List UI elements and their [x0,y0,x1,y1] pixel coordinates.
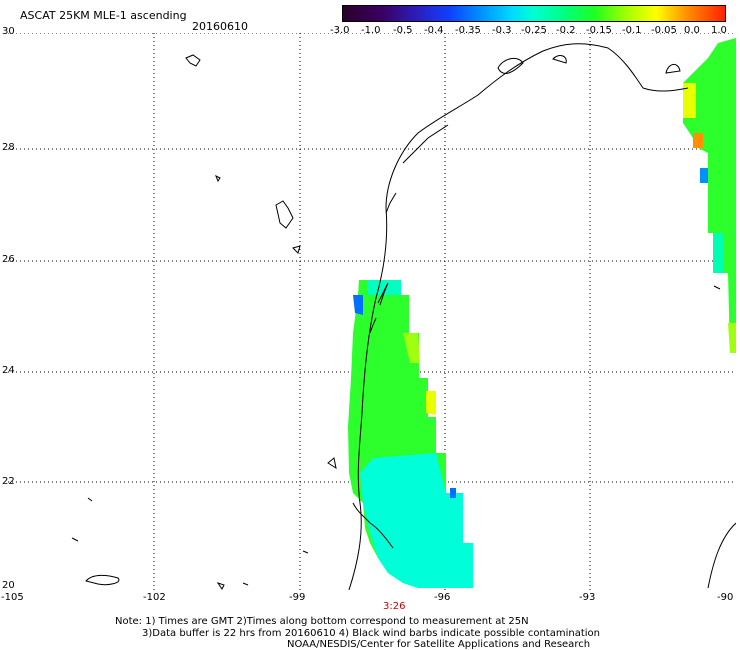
inland-features [71,54,721,590]
note-line-2: 3)Data buffer is 22 hrs from 20160610 4)… [142,628,600,639]
lon-label: -99 [289,592,306,603]
colorbar [342,5,726,22]
lat-label: 20 [2,580,15,591]
colorbar-tick: -0.4 [424,25,444,36]
map-canvas [8,33,736,590]
map-date: 20160610 [192,20,248,33]
colorbar-tick: -0.3 [492,25,512,36]
colorbar-tick: -0.05 [651,25,677,36]
colorbar-tick: -0.25 [521,25,547,36]
colorbar-tick: -0.5 [393,25,413,36]
lon-label: -93 [579,592,596,603]
lat-label: 26 [2,254,15,265]
lat-label: 24 [2,365,15,376]
lat-label: 30 [2,26,15,37]
note-line-1: Note: 1) Times are GMT 2)Times along bot… [115,616,529,627]
colorbar-tick: -3.0 [330,25,350,36]
lat-label: 28 [2,142,15,153]
lon-label: -90 [717,592,734,603]
lon-label: -96 [434,592,451,603]
colorbar-tick: -1.0 [361,25,381,36]
colorbar-tick: -0.15 [586,25,612,36]
note-line-3: NOAA/NESDIS/Center for Satellite Applica… [287,639,591,650]
colorbar-tick: 1.0 [711,25,727,36]
wind-swath-west [348,280,473,588]
coastline [348,43,736,590]
colorbar-tick: 0.0 [684,25,700,36]
lon-label: -102 [143,592,166,603]
swath-time-label: 3:26 [383,601,406,612]
lon-label: -105 [1,592,24,603]
colorbar-tick: -0.2 [556,25,576,36]
colorbar-tick: -0.1 [622,25,642,36]
map-title: ASCAT 25KM MLE-1 ascending [20,9,187,22]
colorbar-tick: -0.35 [455,25,481,36]
wind-swath-east [683,38,736,353]
